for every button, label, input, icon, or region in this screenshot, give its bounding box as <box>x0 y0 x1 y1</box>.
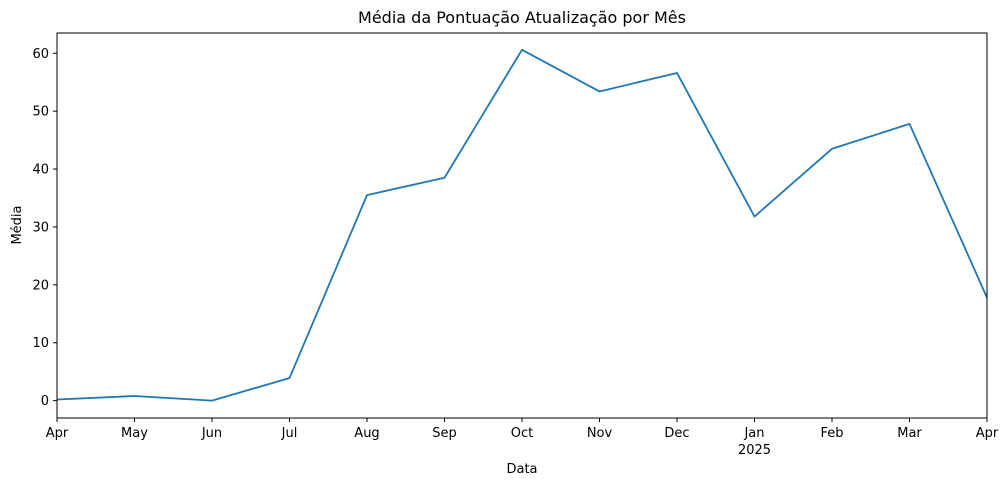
x-tick-label: Jun <box>201 426 222 441</box>
x-tick-label: May <box>121 426 148 441</box>
plot-area: 0 10 20 30 40 50 60 Apr May Jun Jul Aug Sep Oct Nov Dec… <box>32 32 999 458</box>
x-tick-label: Aug <box>354 426 379 441</box>
series-line-0 <box>56 48 988 402</box>
x-axis-label: Data <box>506 462 537 477</box>
y-tick-label: 10 <box>32 336 49 351</box>
y-tick-label: 30 <box>32 220 49 235</box>
chart-title: Média da Pontuação Atualização por Mês <box>358 8 686 27</box>
x-tick-label: Jan <box>743 426 764 441</box>
x-tick-label: Apr <box>46 426 69 441</box>
plot-frame <box>56 32 988 419</box>
x-tick-year-label: 2025 <box>738 443 771 458</box>
x-tick-label: Mar <box>897 426 922 441</box>
x-tick-label: Oct <box>511 426 533 441</box>
y-tick-label: 0 <box>41 394 49 409</box>
x-tick-label: Jul <box>281 426 298 441</box>
y-tick-label: 40 <box>32 163 49 178</box>
x-tick-label: Apr <box>976 426 999 441</box>
y-axis-label: Média <box>10 205 25 244</box>
y-tick-label: 60 <box>32 47 49 62</box>
x-tick-label: Dec <box>664 426 689 441</box>
x-tick-label: Feb <box>820 426 843 441</box>
x-tick-label: Sep <box>432 426 457 441</box>
y-tick-label: 20 <box>32 278 49 293</box>
y-tick-label: 50 <box>32 105 49 120</box>
x-tick-label: Nov <box>587 426 613 441</box>
